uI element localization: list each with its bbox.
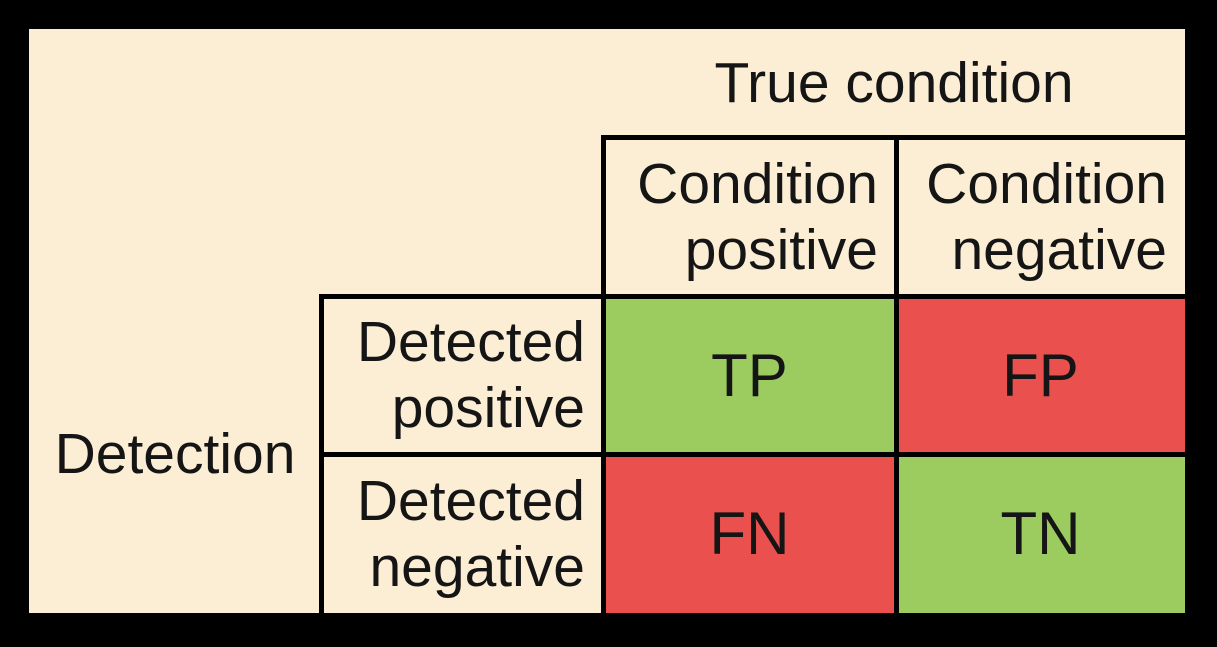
grid-divider-horizontal-top [601,135,1185,140]
col-header-line: negative [951,217,1167,282]
cell-label: FN [709,500,790,567]
cell-true-positive: TP [603,296,896,454]
grid-divider-vertical-middle [601,135,606,613]
cell-true-negative: TN [896,454,1185,613]
grid-divider-vertical-left [319,294,324,613]
row-header-line: Detected [356,310,585,374]
grid-divider-vertical-right [894,135,899,613]
cell-label: TN [1000,500,1081,567]
cell-label: FP [1002,341,1079,409]
detection-axis-label: Detection [54,422,296,486]
row-header-line: positive [391,376,585,440]
matrix-panel: True condition Detection Condition posit… [29,29,1185,613]
grid-divider-horizontal-bottom [319,452,1185,457]
row-header-detected-negative: Detected negative [321,454,603,613]
col-header-line: positive [684,217,878,282]
cell-label: TP [711,341,788,409]
row-header-line: Detected [356,468,585,533]
row-header-detected-positive: Detected positive [321,296,603,454]
col-header-line: Condition [926,151,1167,216]
grid-divider-horizontal-middle [319,294,1185,299]
col-header-line: Condition [637,151,878,216]
col-header-condition-positive: Condition positive [603,137,896,296]
row-header-line: negative [369,534,585,599]
col-header-condition-negative: Condition negative [896,137,1185,296]
cell-false-positive: FP [896,296,1185,454]
cell-false-negative: FN [603,454,896,613]
true-condition-axis-label: True condition [714,51,1074,115]
